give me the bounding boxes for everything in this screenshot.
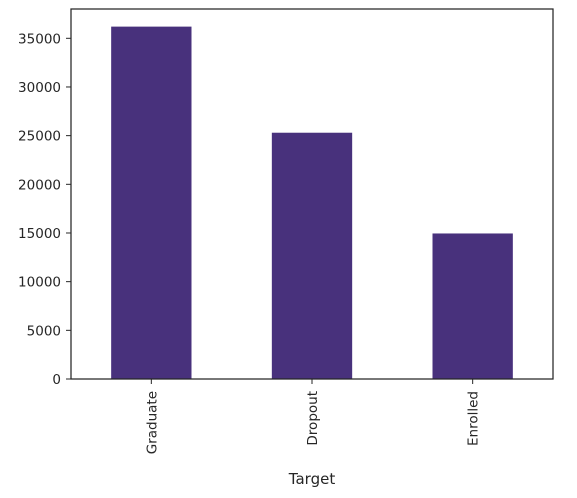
- y-tick-label: 35000: [18, 31, 61, 47]
- bar-dropout: [271, 132, 353, 379]
- x-axis-label: Target: [288, 470, 336, 488]
- x-tick-label-graduate: Graduate: [144, 391, 160, 454]
- y-tick-label: 0: [52, 372, 61, 388]
- y-tick-label: 10000: [18, 275, 61, 291]
- y-tick-label: 30000: [18, 80, 61, 96]
- bars-group: [111, 26, 513, 379]
- bar-enrolled: [432, 233, 513, 379]
- x-tick-label-dropout: Dropout: [305, 391, 321, 446]
- bar-graduate: [111, 26, 192, 379]
- y-tick-label: 15000: [18, 226, 61, 242]
- y-tick-label: 20000: [18, 177, 61, 193]
- x-axis-ticks: Graduate Dropout Enrolled: [144, 379, 482, 454]
- y-tick-label: 5000: [27, 323, 61, 339]
- plot-frame: [70, 8, 554, 380]
- x-tick-label-enrolled: Enrolled: [466, 391, 482, 446]
- y-tick-label: 25000: [18, 129, 61, 145]
- y-axis-ticks: 0 5000 10000 15000 20000 25000 30000 35000: [18, 31, 71, 388]
